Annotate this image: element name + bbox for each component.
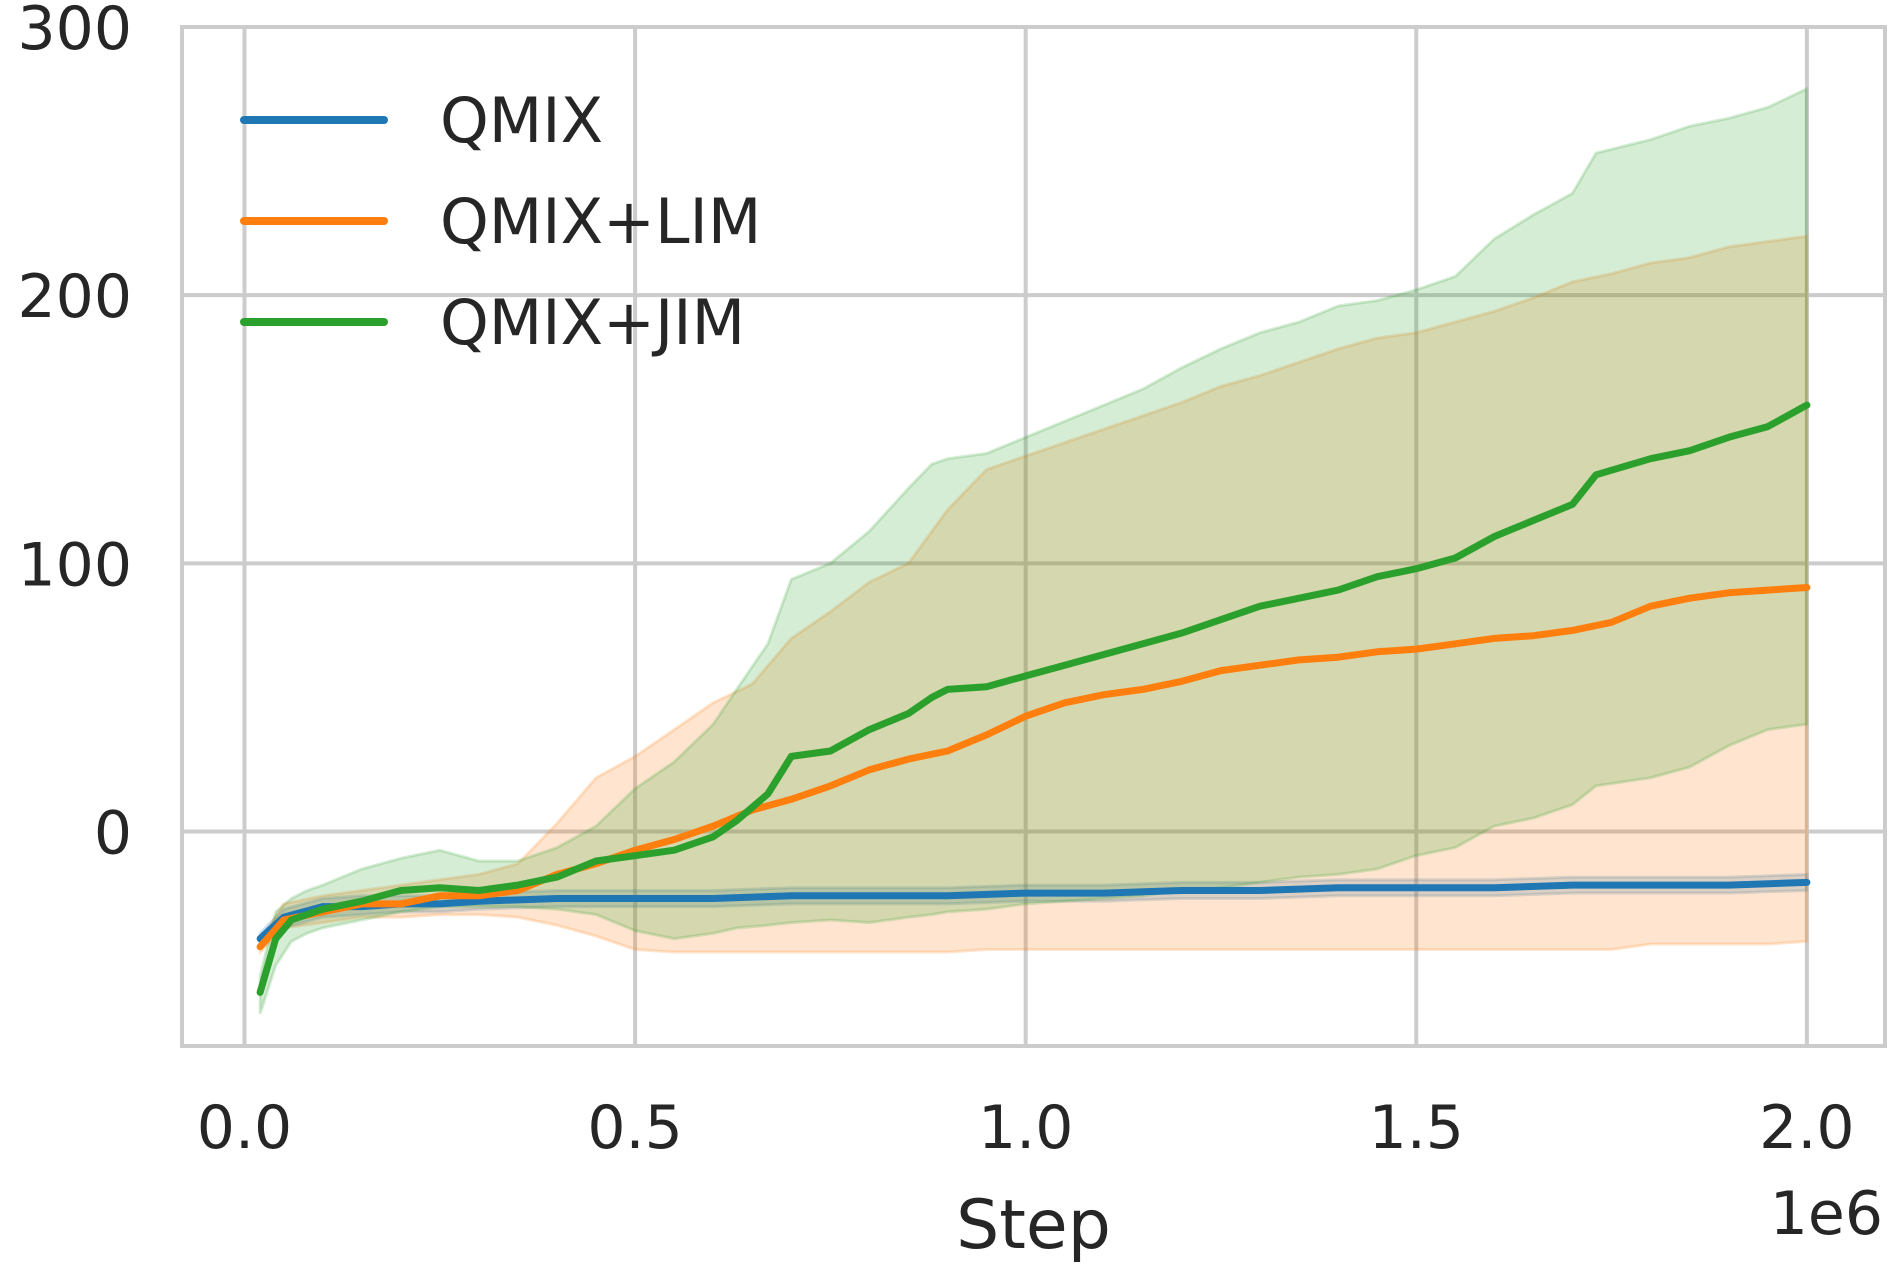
x-tick-label: 2.0 [1759,1093,1854,1163]
x-axis-offset-label: 1e6 [1770,1179,1883,1249]
x-tick-label: 0.0 [197,1093,292,1163]
confidence-bands [258,86,1809,1015]
x-tick-label: 0.5 [587,1093,682,1163]
confidence-band-2 [258,86,1809,1015]
y-tick-label: 300 [17,0,132,64]
series-lines [256,401,1811,996]
y-tick-label: 100 [17,530,132,600]
x-tick-labels: 0.0 0.5 1.0 1.5 2.0 [197,1093,1855,1163]
confidence-band-0 [258,872,1809,947]
x-tick-label: 1.0 [978,1093,1073,1163]
legend: QMIX QMIX+LIM QMIX+JIM [240,84,761,359]
series-line-2 [256,401,1811,996]
y-tick-labels: 0 100 200 300 [17,0,132,868]
legend-label: QMIX [440,84,603,157]
plot-frame [180,25,1887,1048]
legend-label: QMIX+LIM [440,185,761,258]
x-axis-title: Step [956,1186,1111,1265]
legend-label: QMIX+JIM [440,286,745,359]
x-tick-label: 1.5 [1369,1093,1464,1163]
y-tick-label: 200 [17,262,132,332]
confidence-band-1 [258,234,1809,956]
series-line-1 [256,584,1811,951]
y-tick-label: 0 [94,798,132,868]
